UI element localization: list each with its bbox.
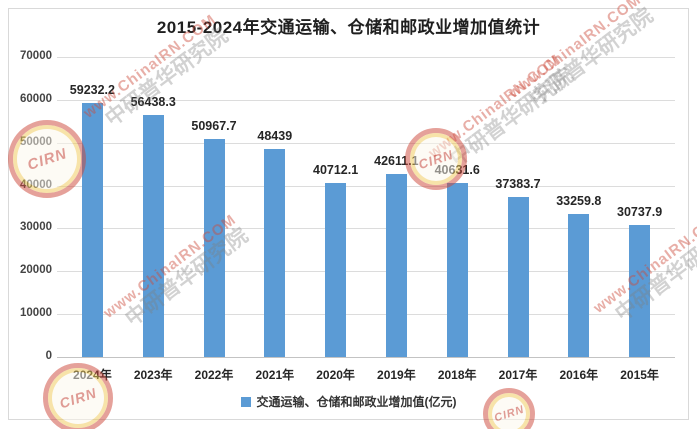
gridline xyxy=(57,57,675,58)
gridline xyxy=(57,271,675,273)
bar-value-label: 56438.3 xyxy=(130,95,176,110)
bar-value-label: 40712.1 xyxy=(313,162,359,177)
gridline xyxy=(57,314,675,316)
gridline xyxy=(57,99,675,101)
bar-value-label: 37383.7 xyxy=(495,176,541,191)
y-axis-label: 0 xyxy=(45,350,52,362)
gridline xyxy=(57,142,675,144)
y-axis-label: 50000 xyxy=(20,135,52,148)
gridline xyxy=(57,185,675,187)
bar-value-label: 48439 xyxy=(257,129,293,144)
legend-marker-icon xyxy=(240,397,251,407)
bar-value-label: 59232.2 xyxy=(69,83,115,98)
y-axis-label: 30000 xyxy=(20,221,52,234)
bar xyxy=(203,138,225,357)
bar-value-label: 33259.8 xyxy=(556,194,602,209)
x-axis-label: 2015年 xyxy=(620,368,659,382)
x-axis-label: 2024年 xyxy=(73,368,112,382)
legend: 交通运输、仓储和邮政业增加值(亿元) xyxy=(0,393,697,410)
bar xyxy=(81,103,103,357)
x-axis-label: 2019年 xyxy=(377,368,416,382)
y-axis-label: 70000 xyxy=(20,50,52,62)
gridline xyxy=(57,228,675,230)
x-axis-line xyxy=(57,357,675,358)
bar xyxy=(325,182,347,357)
bar xyxy=(507,196,529,357)
bar xyxy=(446,182,468,357)
bar xyxy=(568,214,590,357)
legend-label: 交通运输、仓储和邮政业增加值(亿元) xyxy=(256,395,457,409)
x-axis-label: 2023年 xyxy=(133,368,173,382)
x-axis-label: 2018年 xyxy=(437,368,477,382)
x-axis-label: 2022年 xyxy=(194,368,234,382)
bar xyxy=(385,174,407,357)
bar xyxy=(629,225,651,357)
y-axis-label: 40000 xyxy=(20,178,52,191)
y-axis-label: 10000 xyxy=(20,307,52,320)
bar-value-label: 50967.7 xyxy=(191,118,237,133)
y-axis-label: 20000 xyxy=(20,264,52,277)
y-axis-label: 60000 xyxy=(20,92,52,105)
bar xyxy=(142,115,164,357)
bar xyxy=(264,149,286,357)
x-axis-label: 2021年 xyxy=(255,368,295,382)
bar-value-label: 40631.6 xyxy=(434,162,480,177)
x-axis-label: 2020年 xyxy=(316,368,355,382)
x-axis-label: 2016年 xyxy=(559,368,599,382)
bar-value-label: 30737.9 xyxy=(617,205,663,220)
x-axis-label: 2017年 xyxy=(498,368,538,382)
chart-title: 2015-2024年交通运输、仓储和邮政业增加值统计 xyxy=(156,18,541,37)
